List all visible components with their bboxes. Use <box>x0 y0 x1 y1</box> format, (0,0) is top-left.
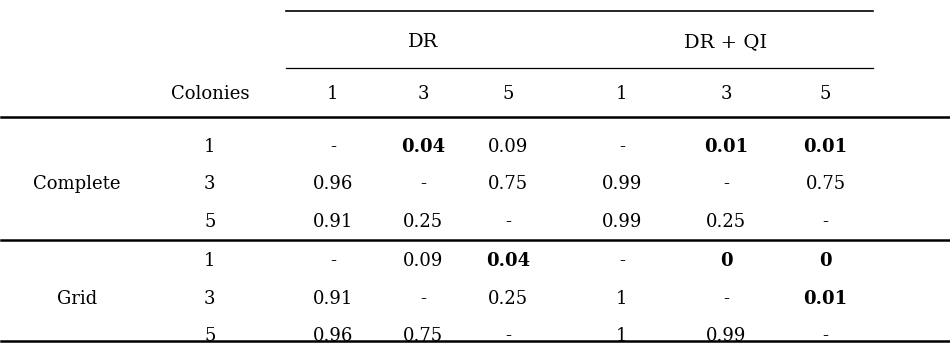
Text: -: - <box>330 252 336 270</box>
Text: 1: 1 <box>616 289 628 308</box>
Text: 0.01: 0.01 <box>804 138 847 156</box>
Text: 3: 3 <box>417 86 428 104</box>
Text: 3: 3 <box>720 86 732 104</box>
Text: 5: 5 <box>204 327 216 345</box>
Text: -: - <box>823 327 828 345</box>
Text: 0.09: 0.09 <box>403 252 443 270</box>
Text: 1: 1 <box>204 252 216 270</box>
Text: 0.25: 0.25 <box>488 289 528 308</box>
Text: 0.96: 0.96 <box>313 327 353 345</box>
Text: 1: 1 <box>327 86 338 104</box>
Text: 0.91: 0.91 <box>313 289 353 308</box>
Text: 5: 5 <box>503 86 514 104</box>
Text: 0.04: 0.04 <box>486 252 530 270</box>
Text: -: - <box>823 213 828 231</box>
Text: Colonies: Colonies <box>171 86 249 104</box>
Text: DR + QI: DR + QI <box>684 33 768 51</box>
Text: 0.99: 0.99 <box>601 213 642 231</box>
Text: 1: 1 <box>204 138 216 156</box>
Text: 0.25: 0.25 <box>706 213 746 231</box>
Text: 0.09: 0.09 <box>488 138 528 156</box>
Text: 0.25: 0.25 <box>403 213 443 231</box>
Text: 0.01: 0.01 <box>804 289 847 308</box>
Text: 0.04: 0.04 <box>401 138 445 156</box>
Text: 0.91: 0.91 <box>313 213 353 231</box>
Text: -: - <box>505 213 511 231</box>
Text: -: - <box>420 175 426 193</box>
Text: -: - <box>723 175 729 193</box>
Text: 1: 1 <box>616 327 628 345</box>
Text: 0.75: 0.75 <box>488 175 528 193</box>
Text: 0.99: 0.99 <box>706 327 746 345</box>
Text: -: - <box>618 252 625 270</box>
Text: 0.01: 0.01 <box>704 138 748 156</box>
Text: 1: 1 <box>616 86 628 104</box>
Text: 0.99: 0.99 <box>601 175 642 193</box>
Text: 0.75: 0.75 <box>403 327 443 345</box>
Text: 0: 0 <box>720 252 732 270</box>
Text: -: - <box>505 327 511 345</box>
Text: -: - <box>330 138 336 156</box>
Text: -: - <box>420 289 426 308</box>
Text: 3: 3 <box>204 289 216 308</box>
Text: -: - <box>723 289 729 308</box>
Text: Complete: Complete <box>33 175 121 193</box>
Text: DR: DR <box>408 33 438 51</box>
Text: 0.96: 0.96 <box>313 175 353 193</box>
Text: 5: 5 <box>204 213 216 231</box>
Text: Grid: Grid <box>57 289 97 308</box>
Text: 0.75: 0.75 <box>806 175 846 193</box>
Text: 5: 5 <box>820 86 831 104</box>
Text: -: - <box>618 138 625 156</box>
Text: 3: 3 <box>204 175 216 193</box>
Text: 0: 0 <box>819 252 832 270</box>
